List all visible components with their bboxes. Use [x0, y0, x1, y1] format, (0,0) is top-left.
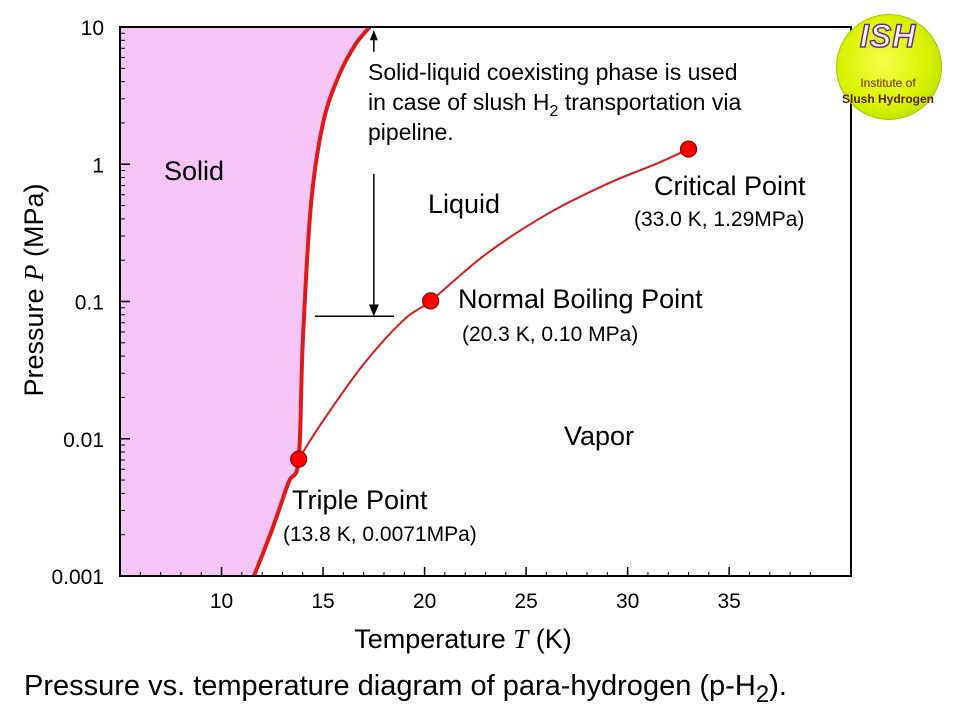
- figure-caption: Pressure vs. temperature diagram of para…: [24, 670, 954, 709]
- region-label-solid: Solid: [164, 156, 224, 186]
- caption-suffix: ).: [769, 670, 787, 702]
- annotation-arrowhead-down: [368, 304, 379, 317]
- y-tick-label-0.1: 0.1: [75, 292, 104, 315]
- x-tick-label-15: 15: [311, 590, 334, 613]
- logo-badge: [836, 14, 942, 120]
- y-tick-label-10: 10: [81, 17, 104, 40]
- logo-abbreviation: ISH: [859, 17, 917, 55]
- solid-region: [120, 27, 370, 576]
- annotation-line-2: in case of slush H2 transportation via: [368, 89, 741, 120]
- ish-logo: ISH Institute of Slush Hydrogen: [834, 14, 942, 120]
- y-tick-label-0.001: 0.001: [51, 566, 104, 589]
- annotation-line-3: pipeline.: [368, 119, 454, 145]
- critical-point-label: Critical Point: [654, 171, 806, 201]
- melting-curve: [252, 27, 372, 576]
- y-tick-label-0.01: 0.01: [63, 429, 104, 452]
- logo-line-1: Institute of: [860, 76, 916, 90]
- critical-point-marker: [679, 140, 698, 158]
- region-label-vapor: Vapor: [564, 421, 634, 451]
- x-tick-label-20: 20: [413, 590, 436, 613]
- y-tick-label-1: 1: [92, 154, 104, 177]
- critical-point-coords: (33.0 K, 1.29MPa): [634, 208, 804, 231]
- annotation-arrowhead-up: [369, 30, 378, 41]
- triple-point-label: Triple Point: [292, 485, 428, 515]
- caption-subscript: 2: [755, 680, 770, 708]
- triple-point-coords: (13.8 K, 0.0071MPa): [283, 523, 477, 546]
- x-tick-label-25: 25: [514, 590, 537, 613]
- annotation-line-1: Solid-liquid coexisting phase is used: [368, 59, 738, 85]
- boiling-point-label: Normal Boiling Point: [458, 284, 703, 314]
- triple-point-marker: [290, 450, 308, 468]
- region-label-liquid: Liquid: [428, 189, 500, 219]
- x-axis-title: Temperature T (K): [354, 624, 572, 654]
- boiling-point-marker: [422, 292, 440, 310]
- boiling-point-coords: (20.3 K, 0.10 MPa): [462, 323, 638, 346]
- x-tick-label-30: 30: [616, 590, 639, 613]
- x-tick-label-35: 35: [717, 590, 740, 613]
- vapor-pressure-curve: [297, 148, 689, 460]
- x-tick-label-10: 10: [210, 590, 233, 613]
- y-axis-title: Pressure P (MPa): [19, 183, 49, 396]
- logo-line-2: Slush Hydrogen: [841, 92, 934, 106]
- caption-text: Pressure vs. temperature diagram of para…: [24, 670, 756, 702]
